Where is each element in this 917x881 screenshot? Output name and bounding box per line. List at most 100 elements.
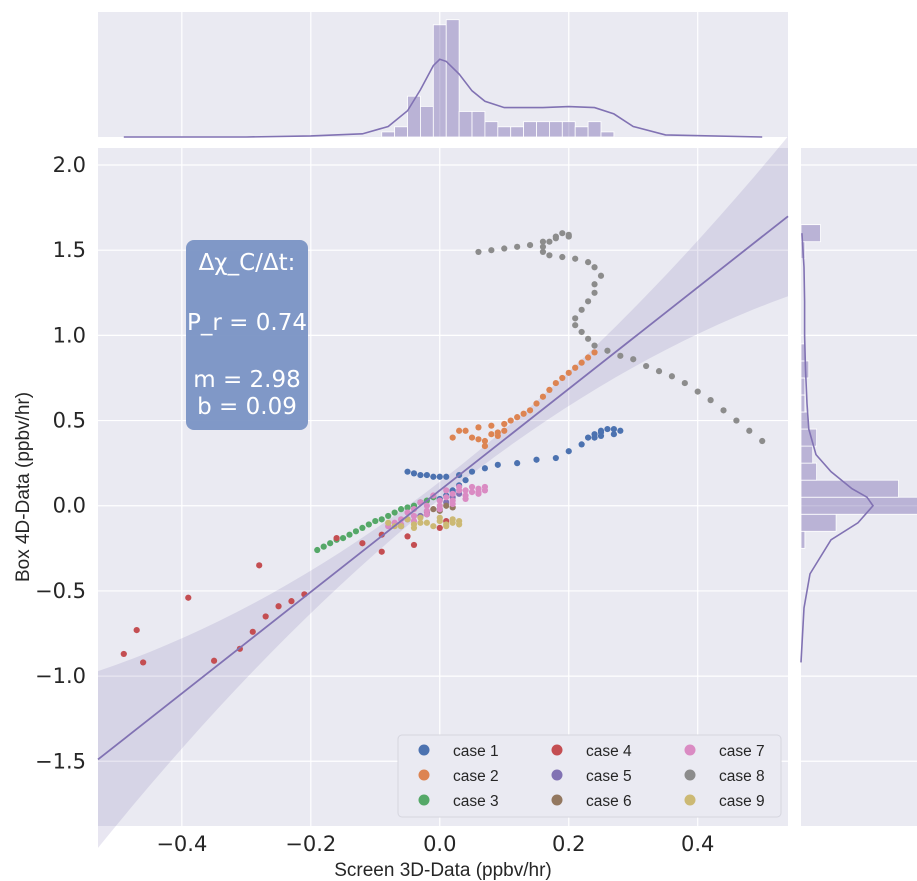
point-case-8 — [584, 259, 592, 266]
point-case-8 — [572, 315, 579, 322]
legend-marker — [551, 794, 563, 806]
legend: case 1 case 2 case 3 case 4 case 5 case 6 case… — [397, 734, 782, 818]
point-case-1 — [462, 477, 469, 484]
point-case-1 — [410, 470, 418, 477]
point-case-2 — [584, 354, 592, 361]
point-case-4 — [436, 524, 443, 531]
legend-label: case 6 — [586, 793, 632, 810]
point-case-3 — [385, 512, 392, 520]
point-case-1 — [578, 441, 585, 448]
point-case-2 — [501, 420, 508, 428]
x-tick-label: −0.4 — [156, 832, 207, 856]
point-case-8 — [526, 242, 534, 249]
point-case-4 — [288, 598, 295, 605]
point-case-8 — [694, 388, 701, 395]
point-case-2 — [591, 349, 598, 356]
point-case-8 — [546, 238, 553, 245]
top-hist-bar — [561, 121, 576, 138]
point-case-1 — [514, 460, 521, 467]
right-hist-bar — [800, 445, 814, 464]
top-histogram — [123, 19, 763, 138]
point-case-8 — [501, 245, 508, 252]
top-hist-bar — [484, 121, 499, 138]
point-case-8 — [572, 255, 579, 262]
annotation-box — [186, 240, 308, 430]
point-case-9 — [417, 514, 424, 521]
top-hist-bar — [445, 19, 460, 138]
point-case-1 — [584, 434, 592, 441]
point-case-1 — [610, 431, 617, 438]
point-case-7 — [436, 506, 443, 513]
annotation-line-2: P_r = 0.74 — [187, 310, 307, 336]
annotation-line-4: b = 0.09 — [197, 394, 297, 420]
top-hist-bar — [536, 121, 550, 138]
legend-marker — [684, 769, 696, 781]
x-axis-label: Screen 3D-Data (ppbv/hr) — [334, 860, 552, 881]
point-case-9 — [436, 514, 443, 521]
point-case-1 — [565, 448, 572, 455]
point-case-3 — [314, 546, 321, 554]
point-case-9 — [423, 519, 430, 526]
point-case-2 — [488, 431, 495, 438]
point-case-1 — [404, 468, 411, 475]
point-case-4 — [275, 603, 282, 610]
point-case-7 — [436, 497, 443, 504]
point-case-9 — [449, 519, 456, 526]
point-case-9 — [410, 524, 418, 531]
point-case-3 — [327, 540, 334, 547]
legend-marker — [684, 744, 696, 756]
point-case-4 — [404, 533, 411, 540]
point-case-2 — [514, 414, 521, 421]
point-case-8 — [475, 248, 482, 256]
point-case-3 — [404, 504, 411, 511]
point-case-9 — [397, 523, 405, 530]
point-case-7 — [449, 500, 456, 508]
x-tick-label: 0.4 — [681, 832, 714, 856]
point-case-7 — [410, 506, 418, 513]
point-case-8 — [559, 253, 566, 261]
point-case-1 — [443, 473, 450, 480]
right-marginal-area — [801, 148, 917, 826]
point-case-1 — [604, 425, 611, 433]
point-case-4 — [256, 562, 263, 569]
point-case-3 — [339, 535, 347, 542]
point-case-3 — [352, 528, 360, 535]
point-case-2 — [462, 427, 469, 434]
annotation-line-3: m = 2.98 — [193, 367, 301, 393]
top-hist-bar — [407, 95, 421, 138]
right-hist-bar — [800, 377, 806, 396]
point-case-7 — [397, 516, 405, 523]
point-case-7 — [462, 495, 469, 503]
right-hist-bar — [800, 394, 806, 413]
point-case-7 — [462, 487, 469, 494]
top-hist-bar — [381, 131, 396, 138]
point-case-2 — [552, 379, 559, 387]
point-case-2 — [526, 407, 534, 414]
point-case-7 — [456, 487, 463, 494]
y-tick-label: 2.0 — [53, 153, 86, 177]
point-case-8 — [707, 397, 714, 404]
point-case-1 — [533, 456, 540, 463]
top-hist-bar — [510, 126, 525, 138]
point-case-1 — [417, 471, 424, 479]
legend-marker — [551, 744, 563, 756]
point-case-4 — [359, 540, 366, 547]
point-case-2 — [559, 374, 566, 382]
right-hist-bar — [800, 224, 821, 243]
point-case-2 — [546, 386, 553, 393]
legend-marker — [684, 794, 696, 806]
point-case-4 — [120, 650, 127, 658]
point-case-9 — [385, 519, 392, 526]
point-case-1 — [481, 465, 489, 472]
point-case-8 — [681, 379, 688, 387]
top-hist-bar — [394, 126, 408, 138]
x-tick-label: 0.2 — [552, 832, 585, 856]
point-case-8 — [539, 248, 547, 256]
x-tick-labels: −0.4 −0.2 0.0 0.2 0.4 — [156, 832, 714, 856]
point-case-8 — [643, 362, 650, 370]
top-kde-curve — [123, 58, 763, 138]
point-case-8 — [539, 238, 547, 245]
point-case-2 — [481, 437, 489, 445]
right-hist-bar — [800, 479, 899, 498]
point-case-4 — [210, 657, 218, 664]
